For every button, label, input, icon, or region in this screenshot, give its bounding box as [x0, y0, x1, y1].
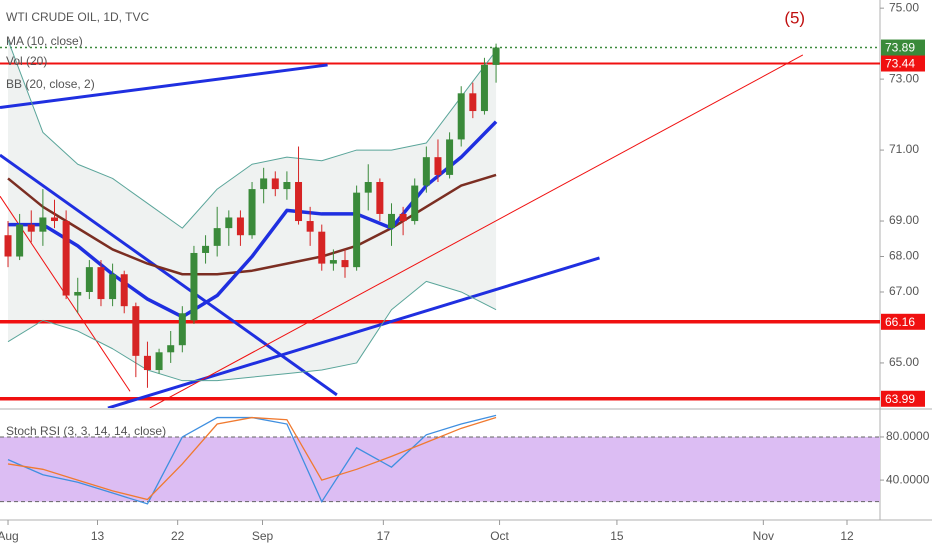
candle-body	[376, 182, 384, 214]
candle-body	[295, 182, 303, 222]
candle-body	[27, 224, 35, 232]
candle-body	[353, 192, 361, 268]
x-tick-label: 17	[377, 529, 391, 543]
candle-body	[178, 313, 186, 346]
price-label-bg	[881, 55, 925, 72]
candle-body	[306, 221, 314, 232]
trend-line	[0, 63, 328, 109]
y-tick-label: 75.00	[889, 0, 919, 14]
stoch-band	[0, 436, 880, 502]
x-tick-label: 15	[610, 529, 624, 543]
y-tick-label: 65.00	[889, 355, 919, 369]
legend-item: Vol (20)	[6, 54, 47, 68]
x-tick-label: 13	[91, 529, 105, 543]
candle-body	[202, 245, 210, 253]
stoch-label: Stoch RSI (3, 3, 14, 14, close)	[6, 424, 166, 438]
candle-body	[446, 139, 454, 175]
candle-body	[434, 157, 442, 175]
price-label-bg	[881, 390, 925, 407]
trend-line	[107, 256, 600, 408]
candle-body	[39, 217, 47, 232]
candle-body	[167, 345, 175, 353]
price-label: 73.44	[885, 57, 915, 71]
candle-body	[422, 157, 430, 186]
x-tick-label: Nov	[753, 529, 774, 543]
price-label: 63.99	[885, 392, 915, 406]
indicator-line	[7, 280, 497, 382]
candle-body	[50, 217, 58, 222]
candle-body	[329, 260, 337, 264]
price-label-bg	[881, 313, 925, 330]
candle-body	[492, 47, 500, 65]
candle-body	[260, 178, 268, 190]
candle-body	[213, 228, 221, 246]
candle-body	[4, 235, 12, 257]
y-tick-label: 69.00	[889, 213, 919, 227]
x-tick-label: Aug	[0, 529, 19, 543]
candle-body	[387, 213, 395, 229]
stoch-line	[7, 416, 497, 501]
x-tick-label: Oct	[490, 529, 509, 543]
x-tick-label: 12	[840, 529, 854, 543]
y-tick-label: 71.00	[889, 142, 919, 156]
y-tick-label: 73.00	[889, 71, 919, 85]
candle-body	[132, 306, 140, 356]
candle-body	[74, 291, 82, 296]
candle-body	[399, 213, 407, 222]
candle-body	[143, 355, 151, 371]
y-tick-label: 67.00	[889, 284, 919, 298]
candle-body	[97, 267, 105, 300]
y-tick-label: 80.0000	[886, 429, 930, 443]
candle-body	[364, 182, 372, 193]
candle-body	[411, 185, 419, 222]
indicator-line	[7, 39, 497, 229]
y-tick-label: 68.00	[889, 249, 919, 263]
price-label: 66.16	[885, 315, 915, 329]
chart-title: WTI CRUDE OIL, 1D, TVC	[6, 10, 149, 24]
candle-body	[16, 224, 24, 257]
price-label: 73.89	[885, 41, 915, 55]
candle-body	[236, 217, 244, 236]
x-tick-label: 22	[171, 529, 185, 543]
price-label-bg	[881, 39, 925, 56]
stoch-pane: 80.0000 40.0000	[0, 414, 930, 505]
candle-body	[480, 64, 488, 112]
candle-body	[248, 189, 256, 236]
candle-body	[341, 260, 349, 268]
y-tick-label: 40.0000	[886, 472, 930, 486]
candle-body	[318, 231, 326, 264]
candle-body	[225, 217, 233, 229]
main-pane: (5)	[0, 8, 880, 408]
candle-body	[120, 274, 128, 307]
candle-body	[155, 352, 163, 371]
legend-item: BB (20, close, 2)	[6, 77, 95, 91]
labels: WTI CRUDE OIL, 1D, TVC MA (10, close) Vo…	[0, 0, 925, 543]
trend-line	[149, 54, 804, 408]
candle-body	[62, 221, 70, 296]
legend-item: MA (10, close)	[6, 34, 83, 48]
candle-body	[283, 182, 291, 190]
annotation: (5)	[784, 8, 805, 27]
candle-body	[457, 93, 465, 140]
candle-body	[469, 93, 477, 112]
x-tick-label: Sep	[252, 529, 274, 543]
candle-body	[271, 178, 279, 190]
candle-body	[109, 274, 117, 300]
candle-body	[85, 267, 93, 292]
candle-body	[190, 252, 198, 321]
